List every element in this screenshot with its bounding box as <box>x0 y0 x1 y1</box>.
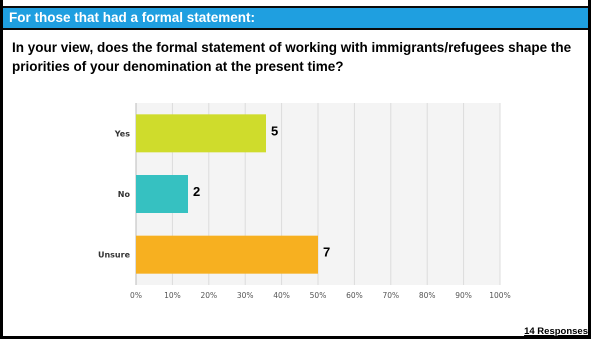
question-text: In your view, does the formal statement … <box>12 40 572 74</box>
x-tick-label: 20% <box>200 291 217 300</box>
value-labels: 5 2 7 <box>193 123 330 259</box>
value-label-no: 2 <box>193 184 200 199</box>
bar-unsure <box>136 235 318 274</box>
value-label-yes: 5 <box>271 123 278 138</box>
x-tick-label: 0% <box>130 291 142 300</box>
header-banner: For those that had a formal statement: <box>3 6 588 30</box>
category-labels: Yes No Unsure <box>98 129 131 259</box>
category-label-unsure: Unsure <box>98 251 131 260</box>
header-title: For those that had a formal statement: <box>9 10 256 25</box>
x-tick-label: 40% <box>273 291 290 300</box>
bars <box>136 114 318 274</box>
x-tick-label: 80% <box>419 291 436 300</box>
category-label-no: No <box>118 190 131 199</box>
value-label-unsure: 7 <box>323 245 330 260</box>
x-tick-label: 60% <box>346 291 363 300</box>
x-tick-labels: 0% 10% 20% 30% 40% 50% 60% 70% 80% 90% 100% <box>130 291 511 300</box>
x-tick-label: 30% <box>237 291 254 300</box>
bar-yes <box>136 114 266 153</box>
x-tick-label: 100% <box>489 291 510 300</box>
x-tick-label: 50% <box>310 291 327 300</box>
bar-no <box>136 175 188 213</box>
category-label-yes: Yes <box>114 129 130 138</box>
x-tick-label: 70% <box>382 291 399 300</box>
responses-count: 14 Responses <box>524 326 588 337</box>
x-tick-label: 90% <box>455 291 472 300</box>
x-tick-label: 10% <box>164 291 181 300</box>
